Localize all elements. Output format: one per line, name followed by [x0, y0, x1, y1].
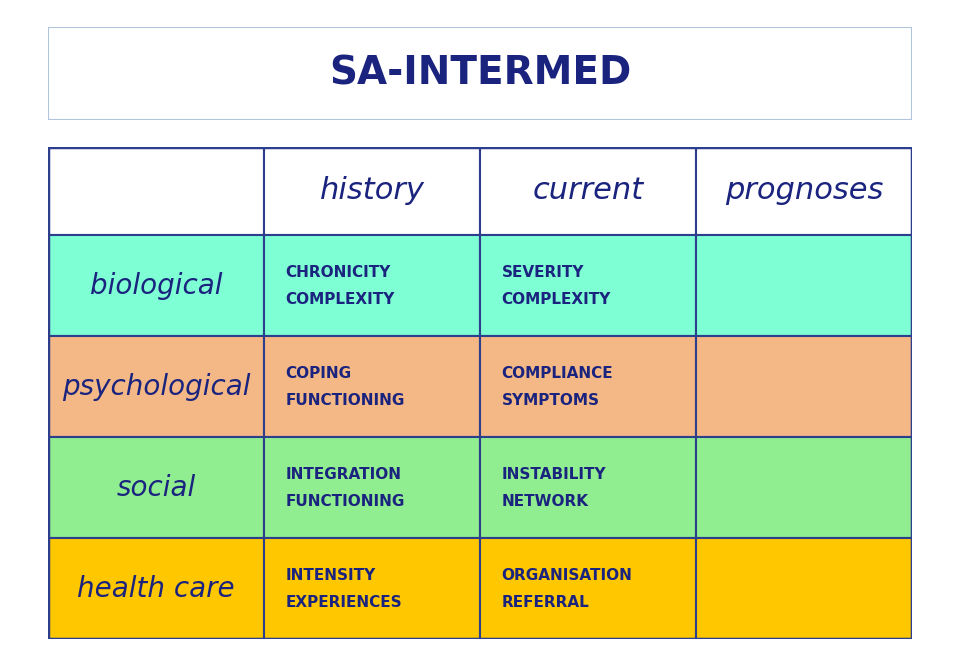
Bar [264, 438, 480, 538]
Bar [264, 147, 480, 235]
Bar [696, 147, 912, 235]
Text: SA-INTERMED: SA-INTERMED [329, 54, 631, 93]
Bar [480, 147, 696, 235]
Bar [264, 538, 480, 639]
Text: biological: biological [89, 272, 223, 300]
Bar [696, 235, 912, 336]
Text: COMPLIANCE
SYMPTOMS: COMPLIANCE SYMPTOMS [502, 366, 613, 408]
Bar [696, 438, 912, 538]
Bar [696, 336, 912, 438]
Bar [48, 336, 264, 438]
Text: ORGANISATION
REFERRAL: ORGANISATION REFERRAL [502, 568, 633, 610]
Text: SEVERITY
COMPLEXITY: SEVERITY COMPLEXITY [502, 265, 611, 307]
Text: current: current [533, 176, 643, 205]
FancyBboxPatch shape [48, 27, 912, 120]
Bar [480, 336, 696, 438]
Text: COPING
FUNCTIONING: COPING FUNCTIONING [286, 366, 405, 408]
Bar [48, 235, 264, 336]
Text: social: social [116, 474, 196, 501]
Bar [48, 147, 264, 235]
Bar [264, 235, 480, 336]
Text: CHRONICITY
COMPLEXITY: CHRONICITY COMPLEXITY [286, 265, 395, 307]
Text: INTEGRATION
FUNCTIONING: INTEGRATION FUNCTIONING [286, 467, 405, 509]
Bar [48, 438, 264, 538]
Bar [480, 235, 696, 336]
Text: health care: health care [77, 575, 235, 603]
Text: INSTABILITY
NETWORK: INSTABILITY NETWORK [502, 467, 606, 509]
Text: psychological: psychological [61, 373, 251, 401]
Bar [696, 538, 912, 639]
Text: prognoses: prognoses [725, 176, 883, 205]
Text: INTENSITY
EXPERIENCES: INTENSITY EXPERIENCES [286, 568, 402, 610]
Text: history: history [320, 176, 424, 205]
Bar [480, 438, 696, 538]
Bar [480, 538, 696, 639]
Bar [48, 538, 264, 639]
Bar [264, 336, 480, 438]
